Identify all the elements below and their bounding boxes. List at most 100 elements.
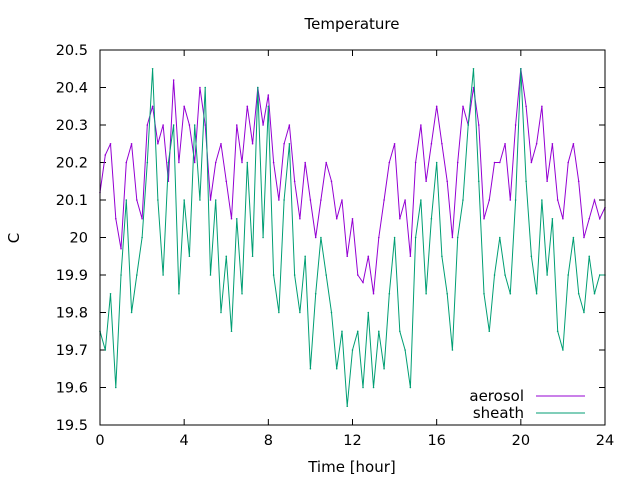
legend-label-aerosol: aerosol xyxy=(469,387,524,405)
y-axis-title: C xyxy=(5,233,23,243)
data-point-aerosol xyxy=(362,281,364,284)
data-point-aerosol xyxy=(314,236,317,239)
data-point-aerosol xyxy=(146,124,149,126)
data-point-aerosol xyxy=(493,161,496,164)
data-point-sheath xyxy=(283,199,285,201)
data-point-aerosol xyxy=(230,217,233,220)
data-point-aerosol xyxy=(462,105,464,108)
data-point-sheath xyxy=(541,199,543,201)
data-point-sheath xyxy=(520,67,522,70)
x-tick-label: 12 xyxy=(343,433,361,449)
data-point-aerosol xyxy=(535,142,538,145)
data-point-sheath xyxy=(399,330,401,333)
data-point-aerosol xyxy=(546,180,548,183)
data-point-aerosol xyxy=(341,199,343,201)
data-point-aerosol xyxy=(309,199,312,201)
data-point-sheath xyxy=(388,292,391,295)
data-point-sheath xyxy=(498,236,501,239)
x-tick-label: 20 xyxy=(512,433,530,449)
data-point-sheath xyxy=(467,124,470,126)
data-point-sheath xyxy=(257,86,259,89)
data-point-aerosol xyxy=(325,161,327,164)
data-point-sheath xyxy=(299,311,301,314)
data-point-sheath xyxy=(120,274,122,276)
data-point-aerosol xyxy=(530,161,533,164)
data-point-sheath xyxy=(525,180,527,183)
x-tick-label: 0 xyxy=(95,433,104,449)
data-point-aerosol xyxy=(141,217,143,220)
data-point-aerosol xyxy=(299,217,301,220)
x-tick-label: 8 xyxy=(264,433,273,449)
data-point-aerosol xyxy=(562,217,564,220)
data-point-sheath xyxy=(130,311,133,314)
data-point-aerosol xyxy=(593,199,596,201)
data-point-aerosol xyxy=(572,142,575,145)
data-point-aerosol xyxy=(477,124,480,126)
data-point-sheath xyxy=(572,236,575,239)
data-point-sheath xyxy=(278,311,280,314)
data-point-aerosol xyxy=(304,161,306,164)
data-point-aerosol xyxy=(420,124,422,126)
data-point-sheath xyxy=(341,330,343,333)
data-point-sheath xyxy=(577,292,580,295)
data-point-aerosol xyxy=(293,180,296,183)
data-point-sheath xyxy=(262,236,264,239)
data-point-aerosol xyxy=(288,124,291,126)
data-point-sheath xyxy=(335,367,338,370)
data-point-aerosol xyxy=(125,161,128,164)
data-point-sheath xyxy=(383,367,385,370)
data-point-aerosol xyxy=(525,105,527,108)
data-point-aerosol xyxy=(583,236,585,239)
data-point-sheath xyxy=(136,274,138,276)
data-point-sheath xyxy=(214,199,217,201)
data-point-sheath xyxy=(409,386,412,389)
data-point-aerosol xyxy=(178,161,180,164)
data-point-sheath xyxy=(404,349,406,351)
data-point-sheath xyxy=(472,67,475,70)
data-point-sheath xyxy=(535,292,538,295)
data-point-aerosol xyxy=(188,124,191,126)
data-point-aerosol xyxy=(120,247,122,250)
data-point-sheath xyxy=(267,105,270,108)
data-point-aerosol xyxy=(283,142,285,145)
data-point-aerosol xyxy=(430,142,433,145)
data-point-sheath xyxy=(367,311,370,314)
data-point-sheath xyxy=(199,199,201,201)
data-point-aerosol xyxy=(130,142,133,145)
data-point-sheath xyxy=(567,274,569,276)
data-point-sheath xyxy=(304,255,306,258)
data-point-aerosol xyxy=(393,142,396,145)
data-point-sheath xyxy=(593,292,596,295)
data-point-aerosol xyxy=(251,142,254,145)
data-point-sheath xyxy=(220,311,222,314)
data-point-aerosol xyxy=(425,180,427,183)
y-tick-label: 19.8 xyxy=(56,306,88,322)
data-point-sheath xyxy=(435,161,438,164)
y-tick-label: 20.4 xyxy=(56,81,88,97)
data-point-sheath xyxy=(167,161,170,164)
data-point-sheath xyxy=(146,161,149,164)
data-point-aerosol xyxy=(351,217,354,220)
data-point-aerosol xyxy=(498,161,501,164)
plot-frame xyxy=(99,49,606,426)
data-point-sheath xyxy=(393,236,396,239)
data-point-sheath xyxy=(456,236,459,239)
y-tick-label: 20.2 xyxy=(56,156,88,172)
data-point-sheath xyxy=(104,349,107,351)
data-point-sheath xyxy=(420,199,422,201)
data-point-aerosol xyxy=(541,105,543,108)
series-lines xyxy=(99,67,606,408)
data-point-sheath xyxy=(141,236,143,239)
data-point-sheath xyxy=(320,236,322,239)
data-point-sheath xyxy=(462,199,464,201)
data-point-aerosol xyxy=(378,236,380,239)
data-point-sheath xyxy=(109,292,112,295)
data-point-aerosol xyxy=(556,199,559,201)
x-tick-label: 16 xyxy=(427,433,445,449)
data-point-aerosol xyxy=(514,124,517,126)
data-point-sheath xyxy=(293,274,296,276)
data-point-aerosol xyxy=(199,86,201,89)
chart-title: Temperature xyxy=(303,15,399,33)
data-point-sheath xyxy=(378,330,380,333)
